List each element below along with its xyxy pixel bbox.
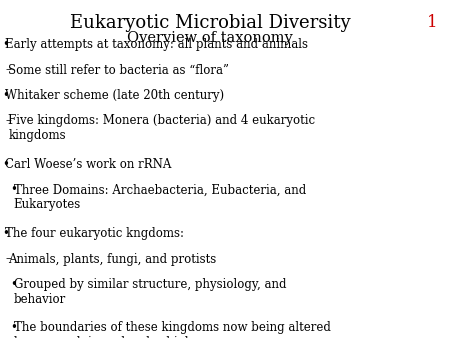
Text: Animals, plants, fungi, and protists: Animals, plants, fungi, and protists <box>8 252 216 266</box>
Text: Some still refer to bacteria as “flora”: Some still refer to bacteria as “flora” <box>8 64 229 76</box>
Text: Grouped by similar structure, physiology, and
behavior: Grouped by similar structure, physiology… <box>14 278 286 306</box>
Text: –: – <box>5 115 11 127</box>
Text: Five kingdoms: Monera (bacteria) and 4 eukaryotic
kingdoms: Five kingdoms: Monera (bacteria) and 4 e… <box>8 115 315 143</box>
Text: –: – <box>5 252 11 266</box>
Text: –: – <box>5 64 11 76</box>
Text: •: • <box>10 321 18 335</box>
Text: Three Domains: Archaebacteria, Eubacteria, and
Eukaryotes: Three Domains: Archaebacteria, Eubacteri… <box>14 184 306 212</box>
Text: Eukaryotic Microbial Diversity: Eukaryotic Microbial Diversity <box>70 14 350 32</box>
Text: The four eukaryotic kngdoms:: The four eukaryotic kngdoms: <box>5 227 184 240</box>
Text: The boundaries of these kingdoms now being altered
by research in molecular biol: The boundaries of these kingdoms now bei… <box>14 321 331 338</box>
Text: •: • <box>2 227 9 240</box>
Text: •: • <box>2 38 9 51</box>
Text: Overview of taxonomy: Overview of taxonomy <box>127 31 293 45</box>
Text: •: • <box>2 89 9 102</box>
Text: •: • <box>10 184 18 196</box>
Text: Early attempts at taxonomy: all plants and animals: Early attempts at taxonomy: all plants a… <box>5 38 308 51</box>
Text: Carl Woese’s work on rRNA: Carl Woese’s work on rRNA <box>5 158 171 171</box>
Text: 1: 1 <box>428 14 438 31</box>
Text: •: • <box>10 278 18 291</box>
Text: •: • <box>2 158 9 171</box>
Text: Whitaker scheme (late 20th century): Whitaker scheme (late 20th century) <box>5 89 224 102</box>
